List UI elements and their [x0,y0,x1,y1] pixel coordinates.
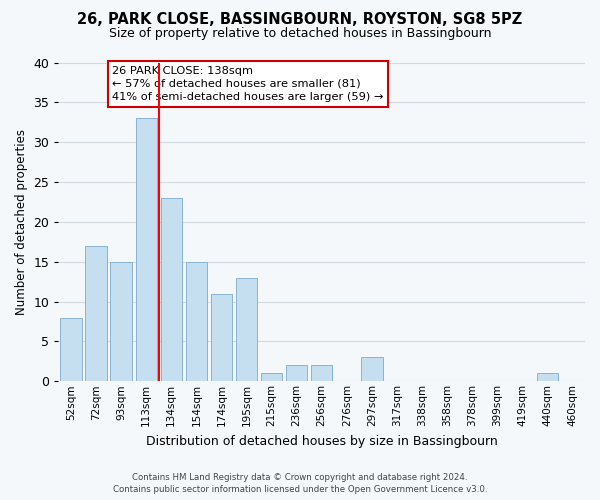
X-axis label: Distribution of detached houses by size in Bassingbourn: Distribution of detached houses by size … [146,434,497,448]
Bar [537,374,558,382]
Y-axis label: Number of detached properties: Number of detached properties [15,129,28,315]
Text: 26 PARK CLOSE: 138sqm
← 57% of detached houses are smaller (81)
41% of semi-deta: 26 PARK CLOSE: 138sqm ← 57% of detached … [112,66,384,102]
Bar [136,118,157,382]
Bar [186,262,207,382]
Bar [261,374,282,382]
Text: 26, PARK CLOSE, BASSINGBOURN, ROYSTON, SG8 5PZ: 26, PARK CLOSE, BASSINGBOURN, ROYSTON, S… [77,12,523,28]
Bar [61,318,82,382]
Bar [161,198,182,382]
Bar [311,366,332,382]
Bar [286,366,307,382]
Text: Size of property relative to detached houses in Bassingbourn: Size of property relative to detached ho… [109,28,491,40]
Bar [211,294,232,382]
Bar [361,358,383,382]
Bar [110,262,132,382]
Bar [85,246,107,382]
Bar [236,278,257,382]
Text: Contains HM Land Registry data © Crown copyright and database right 2024.
Contai: Contains HM Land Registry data © Crown c… [113,472,487,494]
